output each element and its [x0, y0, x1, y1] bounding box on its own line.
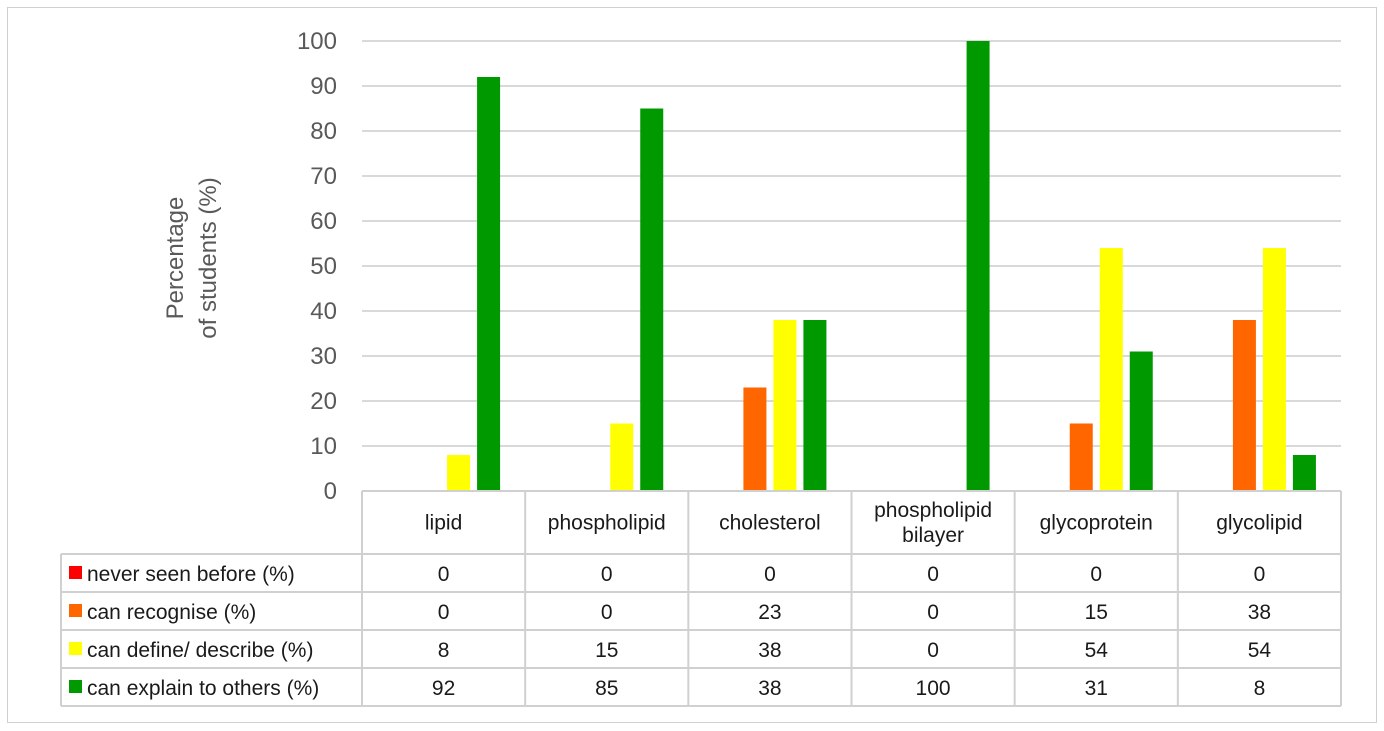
legend-label: can define/ describe (%) [87, 639, 313, 662]
bar [966, 41, 990, 491]
y-axis-label-line-1: Percentage [162, 197, 189, 320]
data-table-value: 23 [758, 601, 781, 624]
x-category-label: bilayer [902, 524, 964, 547]
data-table-value: 54 [1085, 639, 1109, 662]
data-table-value: 15 [595, 639, 618, 662]
data-table-value: 54 [1248, 639, 1272, 662]
data-table-value: 38 [758, 639, 781, 662]
data-table-value: 8 [438, 639, 450, 662]
x-category-label: glycoprotein [1040, 512, 1153, 535]
data-table-value: 0 [1254, 563, 1266, 586]
data-table-value: 38 [1248, 601, 1271, 624]
data-table-value: 15 [1085, 601, 1108, 624]
data-table-value: 0 [1090, 563, 1102, 586]
bar [1129, 351, 1153, 491]
y-tick-label: 80 [310, 118, 337, 145]
data-table-value: 92 [432, 677, 455, 700]
data-table-value: 0 [927, 563, 939, 586]
y-tick-label: 0 [324, 478, 337, 505]
bar [1262, 248, 1286, 491]
y-tick-label: 10 [310, 433, 337, 460]
bar [1069, 423, 1093, 491]
data-table-value: 0 [764, 563, 776, 586]
data-table-value: 0 [927, 639, 939, 662]
legend-swatch [69, 604, 82, 617]
data-table-value: 8 [1254, 677, 1266, 700]
y-tick-label: 100 [297, 28, 337, 55]
x-category-label: phospholipid [874, 499, 992, 522]
data-table-value: 85 [595, 677, 618, 700]
legend-swatch [69, 680, 82, 693]
legend-label: can explain to others (%) [87, 677, 319, 700]
bar [803, 320, 827, 491]
y-tick-label: 40 [310, 298, 337, 325]
y-tick-label: 30 [310, 343, 337, 370]
y-tick-label: 90 [310, 73, 337, 100]
data-table-value: 38 [758, 677, 781, 700]
legend-label: can recognise (%) [87, 601, 256, 624]
data-table-value: 0 [438, 563, 450, 586]
bar [610, 423, 634, 491]
data-table-value: 0 [438, 601, 450, 624]
bar [477, 77, 501, 491]
data-table-value: 31 [1085, 677, 1108, 700]
y-tick-label: 70 [310, 163, 337, 190]
x-category-label: cholesterol [719, 512, 821, 535]
legend-swatch [69, 642, 82, 655]
bar [1292, 455, 1316, 491]
data-table-value: 0 [927, 601, 939, 624]
bar [447, 455, 471, 491]
bar [1099, 248, 1123, 491]
data-table-value: 100 [916, 677, 951, 700]
x-category-label: lipid [425, 512, 462, 535]
legend-swatch [69, 566, 82, 579]
y-tick-label: 60 [310, 208, 337, 235]
bar [773, 320, 797, 491]
bar [1232, 320, 1256, 491]
y-axis-label-line-2: of students (%) [195, 177, 222, 338]
data-table-value: 0 [601, 563, 613, 586]
y-tick-label: 50 [310, 253, 337, 280]
x-category-label: phospholipid [548, 512, 666, 535]
bar [743, 387, 767, 491]
data-table-value: 0 [601, 601, 613, 624]
legend-label: never seen before (%) [87, 563, 295, 586]
bar [640, 108, 664, 491]
x-category-label: glycolipid [1216, 512, 1302, 535]
y-tick-label: 20 [310, 388, 337, 415]
